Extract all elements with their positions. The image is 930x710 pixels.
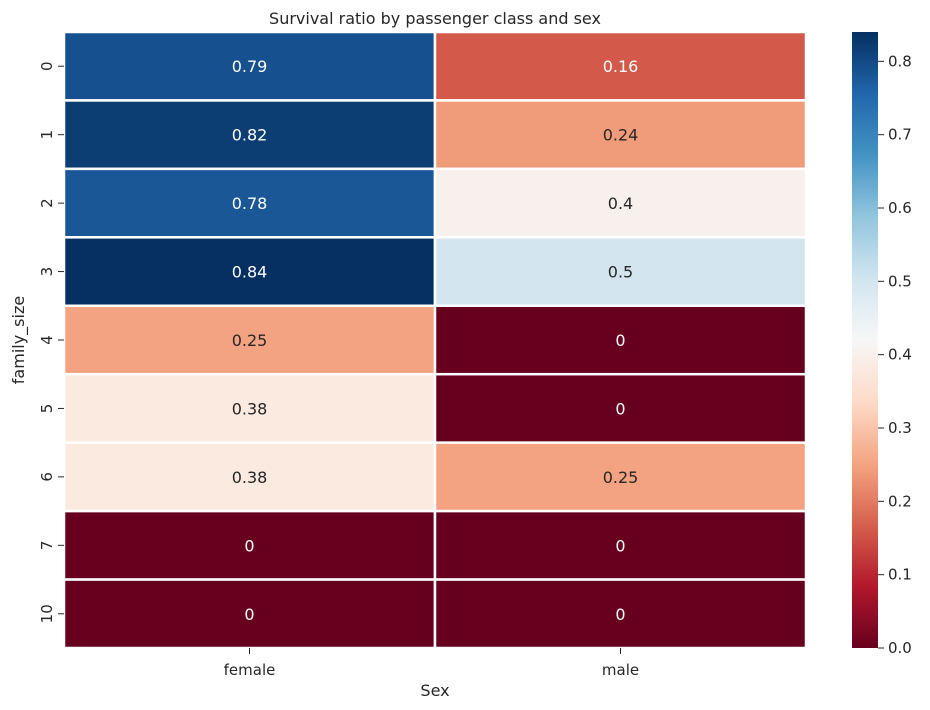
y-axis-ticks: 0 1 2 3 4 5 6 7 10: [38, 61, 64, 623]
cell-value-5-female: 0.38: [232, 399, 268, 418]
y-tick-label-3: 3: [38, 267, 56, 277]
cell-value-0-male: 0.16: [603, 57, 639, 76]
cell-value-10-male: 0: [615, 605, 625, 624]
colorbar-tick-label: 0.6: [888, 199, 912, 217]
cell-value-3-male: 0.5: [608, 263, 633, 282]
cell-value-7-female: 0: [244, 536, 254, 555]
heatmap-cell-labels: 0.79 0.16 0.82 0.24 0.78 0.4 0.84 0.5 0.25 0 0.38 0…: [232, 57, 639, 624]
heatmap-cell-1-male: [433, 99, 808, 171]
x-axis-ticks: female male: [224, 648, 639, 679]
cell-value-5-male: 0: [615, 399, 625, 418]
heatmap-cell-10-male: [433, 578, 808, 650]
x-axis-label: Sex: [420, 681, 449, 700]
y-tick-label-1: 1: [38, 130, 56, 140]
cell-value-1-female: 0.82: [232, 126, 268, 145]
cell-value-7-male: 0: [615, 536, 625, 555]
cell-value-2-female: 0.78: [232, 194, 268, 213]
cell-value-4-female: 0.25: [232, 331, 268, 350]
colorbar-tick-label: 0.5: [888, 272, 912, 290]
cell-value-2-male: 0.4: [608, 194, 633, 213]
colorbar-tick-label: 0.1: [888, 566, 912, 584]
y-tick-label-2: 2: [38, 198, 56, 208]
x-tick-label-female: female: [224, 661, 276, 679]
heatmap-cells: [62, 30, 808, 650]
heatmap-cell-4-male: [433, 304, 808, 376]
cell-value-1-male: 0.24: [603, 126, 639, 145]
colorbar-gradient: [852, 32, 878, 648]
x-tick-label-male: male: [602, 661, 639, 679]
y-tick-label-5: 5: [38, 404, 56, 414]
colorbar-ticks: 0.0 0.1 0.2 0.3 0.4 0.5 0.6 0.7 0.8: [878, 52, 912, 657]
y-tick-label-7: 7: [38, 541, 56, 551]
cell-value-4-male: 0: [615, 331, 625, 350]
colorbar-tick-label: 0.8: [888, 52, 912, 70]
cell-value-10-female: 0: [244, 605, 254, 624]
y-tick-label-0: 0: [38, 61, 56, 71]
colorbar-tick-label: 0.0: [888, 639, 912, 657]
y-axis-label: family_size: [9, 296, 29, 384]
heatmap-cell-7-male: [433, 509, 808, 581]
heatmap-cell-6-male: [433, 441, 808, 513]
cell-value-0-female: 0.79: [232, 57, 268, 76]
chart-title: Survival ratio by passenger class and se…: [269, 9, 601, 28]
colorbar-tick-label: 0.7: [888, 126, 912, 144]
y-tick-label-10: 10: [38, 604, 56, 623]
heatmap-cell-5-male: [433, 372, 808, 444]
y-tick-label-4: 4: [38, 335, 56, 345]
cell-value-6-male: 0.25: [603, 468, 639, 487]
heatmap-cell-0-male: [433, 30, 808, 102]
y-tick-label-6: 6: [38, 472, 56, 482]
heatmap-cell-1-female: [62, 99, 437, 171]
cell-value-6-female: 0.38: [232, 468, 268, 487]
colorbar-tick-label: 0.4: [888, 346, 912, 364]
colorbar-tick-label: 0.2: [888, 492, 912, 510]
cell-value-3-female: 0.84: [232, 263, 268, 282]
heatmap-cell-3-male: [433, 236, 808, 308]
heatmap-cell-2-male: [433, 167, 808, 239]
heatmap-cell-0-female: [62, 30, 437, 102]
colorbar-tick-label: 0.3: [888, 419, 912, 437]
colorbar: 0.0 0.1 0.2 0.3 0.4 0.5 0.6 0.7 0.8: [852, 32, 912, 657]
